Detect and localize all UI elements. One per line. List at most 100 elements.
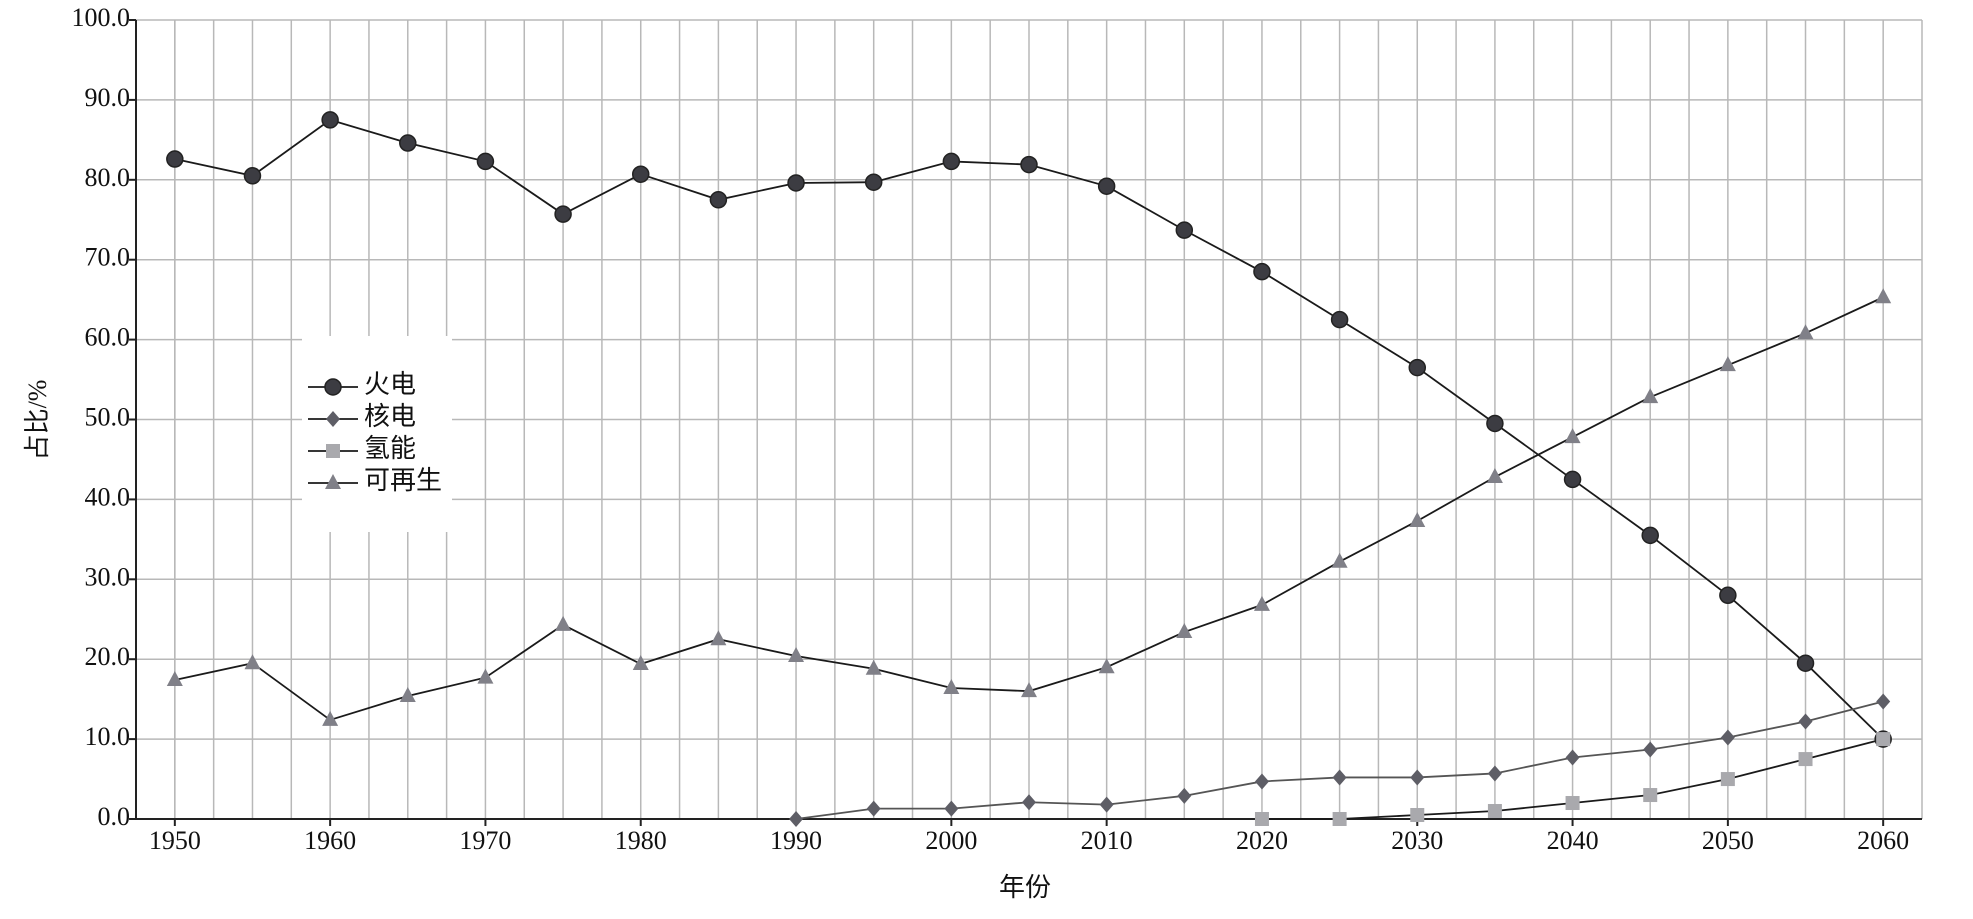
legend-label: 核电 xyxy=(364,402,416,431)
point xyxy=(244,654,261,670)
legend-label: 氢能 xyxy=(364,434,416,463)
point xyxy=(864,173,883,191)
legend-marker xyxy=(326,444,340,458)
point xyxy=(1331,552,1348,568)
point xyxy=(1720,772,1735,787)
point xyxy=(865,659,882,675)
point xyxy=(554,205,572,223)
point xyxy=(1332,812,1347,826)
point xyxy=(1253,262,1271,281)
point xyxy=(631,165,650,183)
point xyxy=(709,191,728,209)
point xyxy=(166,670,183,686)
point xyxy=(1254,812,1269,826)
x-tick-label: 1970 xyxy=(459,826,511,855)
x-tick-label: 1980 xyxy=(615,826,667,855)
point xyxy=(943,678,960,694)
point xyxy=(787,174,805,192)
point xyxy=(1719,586,1737,605)
y-tick-label: 20.0 xyxy=(85,642,131,671)
y-tick-label: 50.0 xyxy=(85,402,131,431)
point xyxy=(243,167,262,185)
y-tick-label: 90.0 xyxy=(85,83,131,112)
point xyxy=(1797,324,1814,340)
point xyxy=(1409,511,1426,527)
x-axis-label: 年份 xyxy=(999,873,1051,902)
point xyxy=(1563,470,1582,489)
legend-marker xyxy=(325,474,341,489)
x-tick-label: 2050 xyxy=(1702,826,1754,855)
point xyxy=(1408,358,1427,377)
point xyxy=(1643,741,1658,758)
point xyxy=(1720,729,1735,746)
legend-marker xyxy=(324,378,342,396)
x-tick-label: 1960 xyxy=(304,826,356,855)
y-tick-label: 0.0 xyxy=(98,802,131,831)
point xyxy=(1564,428,1581,444)
x-tick-label: 2010 xyxy=(1081,826,1133,855)
point xyxy=(1486,414,1504,433)
point xyxy=(1487,765,1502,782)
point xyxy=(476,152,495,171)
x-tick-label: 2040 xyxy=(1547,826,1599,855)
point xyxy=(1410,769,1425,786)
point xyxy=(632,654,649,670)
point xyxy=(1098,658,1115,674)
point xyxy=(1022,794,1036,811)
point xyxy=(1330,310,1349,329)
point xyxy=(1565,749,1580,766)
x-tick-label: 1950 xyxy=(149,826,201,855)
point xyxy=(1020,155,1038,174)
point xyxy=(1021,682,1037,698)
point xyxy=(1642,388,1659,404)
x-tick-label: 2060 xyxy=(1857,826,1909,855)
y-tick-label: 60.0 xyxy=(85,323,131,352)
point xyxy=(1177,787,1192,804)
point xyxy=(1719,356,1736,372)
point xyxy=(166,150,184,168)
y-tick-label: 30.0 xyxy=(85,562,131,591)
point xyxy=(555,615,572,631)
point xyxy=(1175,221,1194,239)
point xyxy=(1876,693,1891,710)
legend-label: 可再生 xyxy=(364,466,442,495)
point xyxy=(399,686,416,702)
point xyxy=(789,811,804,827)
legend-box xyxy=(302,336,452,532)
point xyxy=(1875,288,1892,304)
point xyxy=(477,668,494,684)
y-axis-label: 占比/% xyxy=(23,380,52,461)
point xyxy=(1643,788,1658,803)
x-tick-label: 2030 xyxy=(1391,826,1443,855)
x-tick-label: 2000 xyxy=(925,826,977,855)
y-tick-label: 40.0 xyxy=(85,482,131,511)
point xyxy=(1410,808,1425,823)
point xyxy=(1332,769,1347,786)
point xyxy=(788,647,805,663)
point xyxy=(710,630,727,646)
point xyxy=(1876,732,1891,747)
point xyxy=(322,710,339,726)
point xyxy=(1176,623,1193,639)
y-tick-label: 70.0 xyxy=(85,243,131,272)
y-tick-label: 100.0 xyxy=(72,3,131,32)
point xyxy=(942,152,961,171)
point xyxy=(399,134,417,152)
point xyxy=(1254,773,1269,790)
point xyxy=(1099,796,1114,813)
point xyxy=(1798,752,1813,767)
point xyxy=(1487,804,1502,819)
point xyxy=(1253,595,1270,611)
x-tick-label: 1990 xyxy=(770,826,822,855)
y-tick-label: 80.0 xyxy=(85,163,131,192)
point xyxy=(1097,177,1116,195)
legend-label: 火电 xyxy=(364,370,416,399)
point xyxy=(944,800,959,817)
point xyxy=(1565,796,1580,811)
point xyxy=(1486,468,1503,484)
x-tick-label: 2020 xyxy=(1236,826,1288,855)
point xyxy=(866,800,881,817)
point xyxy=(321,111,339,129)
